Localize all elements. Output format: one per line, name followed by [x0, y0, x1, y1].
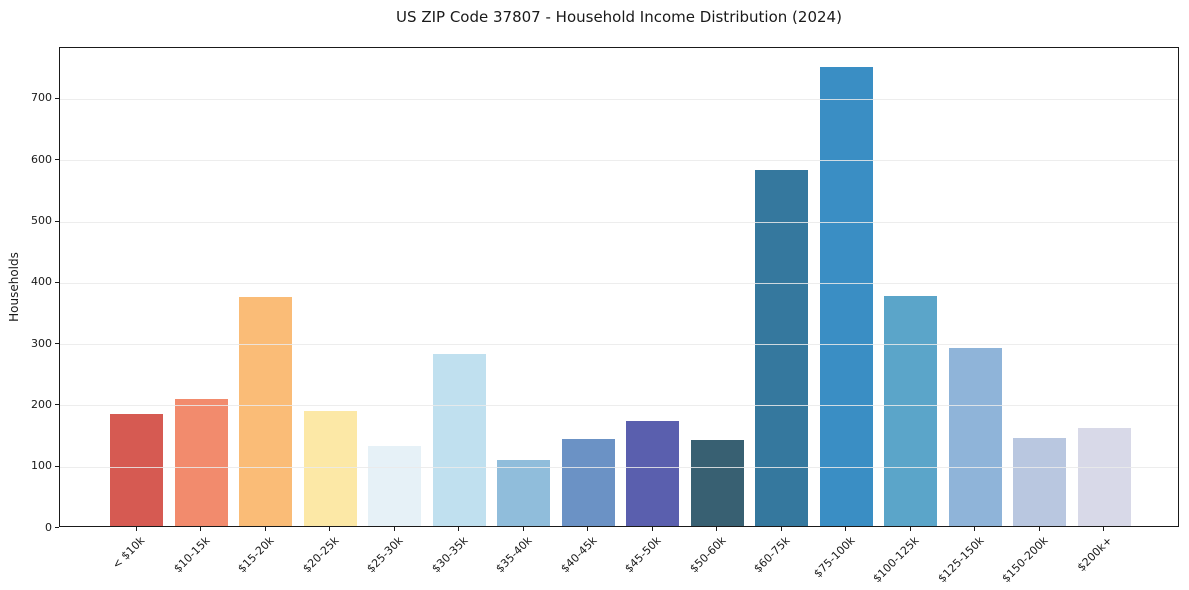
- x-tick-label: < $10k: [110, 534, 148, 572]
- bar: [626, 421, 679, 526]
- y-tick-label: 700: [31, 91, 52, 105]
- x-tick-label: $20-25k: [299, 534, 342, 576]
- x-tick-mark: [1038, 527, 1040, 531]
- x-tick-label: $200k+: [1075, 534, 1116, 575]
- bar: [1077, 427, 1131, 526]
- bar: [755, 170, 808, 526]
- chart-title: US ZIP Code 37807 - Household Income Dis…: [396, 8, 842, 26]
- x-tick-mark: [264, 527, 266, 531]
- bar: [174, 399, 228, 526]
- x-tick-label: $10-15k: [170, 534, 213, 576]
- y-tick-mark: [55, 159, 59, 161]
- x-tick-mark: [909, 527, 911, 531]
- y-tick-mark: [55, 527, 59, 528]
- x-tick-mark: [845, 527, 846, 531]
- y-tick-label: 600: [31, 152, 52, 166]
- x-tick-mark: [329, 527, 330, 531]
- x-tick-label: $60-75k: [751, 534, 793, 576]
- x-tick-label: $100-125k: [870, 534, 922, 586]
- bar: [497, 459, 550, 526]
- x-tick-label: $50-60k: [686, 534, 729, 576]
- y-tick-mark: [55, 404, 59, 406]
- bar: [561, 439, 615, 526]
- bar: [1013, 437, 1066, 526]
- x-tick-mark: [393, 527, 395, 531]
- x-tick-label: $75-100k: [810, 534, 858, 581]
- x-tick-mark: [716, 527, 717, 531]
- gridline: [60, 466, 1178, 468]
- x-tick-label: $35-40k: [493, 534, 535, 576]
- x-tick-label: $40-45k: [557, 534, 600, 576]
- bar: [432, 354, 486, 526]
- x-tick-mark: [974, 527, 975, 531]
- gridline: [60, 282, 1178, 284]
- x-tick-mark: [651, 527, 653, 531]
- y-tick-mark: [55, 343, 59, 345]
- bar: [368, 446, 421, 526]
- bar: [110, 414, 163, 526]
- y-tick-label: 0: [45, 520, 52, 534]
- bar: [884, 296, 937, 526]
- y-tick-label: 200: [31, 397, 52, 411]
- y-tick-label: 400: [31, 275, 52, 289]
- y-tick-mark: [55, 281, 59, 283]
- x-tick-label: $15-20k: [235, 534, 277, 576]
- y-tick-label: 300: [31, 336, 52, 350]
- bar: [819, 66, 873, 526]
- gridline: [60, 221, 1178, 223]
- x-tick-label: $150-200k: [999, 534, 1051, 586]
- x-tick-label: $45-50k: [622, 534, 664, 576]
- bar: [948, 348, 1002, 526]
- x-tick-label: $25-30k: [364, 534, 406, 576]
- gridline: [60, 160, 1178, 162]
- x-tick-label: $125-150k: [935, 534, 987, 586]
- plot-area: [59, 47, 1179, 527]
- x-tick-mark: [458, 527, 459, 531]
- x-tick-label: $30-35k: [428, 534, 471, 576]
- y-tick-mark: [55, 220, 59, 222]
- bar: [303, 410, 357, 526]
- x-tick-mark: [780, 527, 782, 531]
- y-tick-mark: [55, 465, 59, 467]
- x-tick-mark: [1103, 527, 1104, 531]
- x-tick-mark: [200, 527, 201, 531]
- gridline: [60, 98, 1178, 100]
- x-tick-mark: [135, 527, 137, 531]
- x-tick-mark: [587, 527, 588, 531]
- y-tick-label: 100: [31, 459, 52, 473]
- y-tick-label: 500: [31, 214, 52, 227]
- gridline: [60, 344, 1178, 346]
- bar: [690, 440, 744, 526]
- x-tick-mark: [522, 527, 524, 531]
- y-tick-mark: [55, 97, 59, 99]
- bar: [239, 296, 292, 526]
- gridline: [60, 405, 1178, 407]
